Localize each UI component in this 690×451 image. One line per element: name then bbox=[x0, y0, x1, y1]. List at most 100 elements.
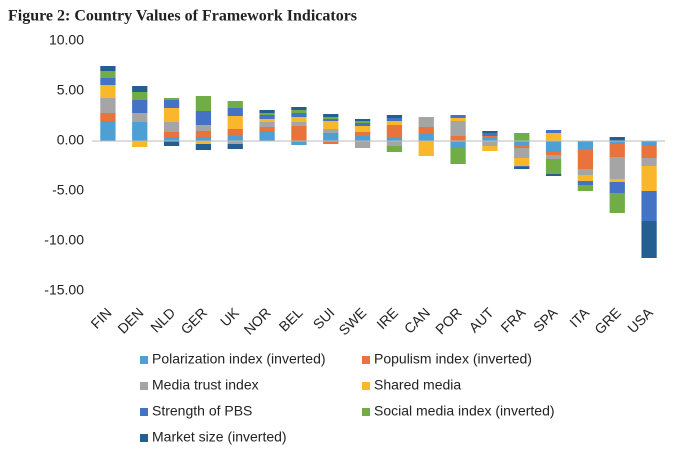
y-tick-label: -10.00 bbox=[44, 232, 84, 248]
legend-label: Populism index (inverted) bbox=[374, 351, 532, 367]
bar-segment bbox=[100, 113, 116, 121]
bar-segment bbox=[450, 141, 466, 148]
bar-segment bbox=[418, 141, 434, 156]
bar-segment bbox=[609, 141, 625, 144]
bar-segment bbox=[577, 185, 594, 191]
x-tick-label: SWE bbox=[335, 304, 369, 338]
bar-segment bbox=[386, 115, 403, 118]
bar-segment bbox=[163, 122, 180, 132]
bar-segment bbox=[100, 121, 116, 141]
bar-segment bbox=[609, 182, 625, 193]
bar-segment bbox=[259, 131, 275, 141]
y-tick-label: 5.00 bbox=[57, 82, 84, 98]
x-tick-label: SUI bbox=[310, 304, 338, 332]
x-tick-label: SPA bbox=[530, 304, 561, 335]
x-tick-label: BEL bbox=[276, 304, 306, 334]
bar-segment bbox=[641, 166, 657, 191]
bar-segment bbox=[354, 119, 371, 121]
bar-segment bbox=[323, 133, 339, 141]
bar-segment bbox=[514, 148, 530, 158]
bar-segment bbox=[418, 127, 434, 134]
bar-segment bbox=[291, 122, 307, 126]
bar-segment bbox=[227, 101, 243, 108]
bar-segment bbox=[482, 146, 498, 151]
bar-segment bbox=[100, 71, 116, 78]
bar-segment bbox=[354, 126, 371, 132]
bar-segment bbox=[259, 113, 275, 115]
bar-segment bbox=[386, 121, 403, 125]
bar-segment bbox=[259, 122, 275, 127]
legend-swatch bbox=[362, 356, 370, 364]
bar-segment bbox=[354, 141, 371, 148]
bar-segment bbox=[386, 141, 403, 146]
legend-label: Polarization index (inverted) bbox=[152, 351, 326, 367]
chart-title: Figure 2: Country Values of Framework In… bbox=[8, 8, 357, 25]
bar-segment bbox=[450, 121, 466, 136]
bar-segment bbox=[545, 141, 562, 152]
x-tick-label: UK bbox=[217, 304, 243, 330]
bar-segment bbox=[609, 193, 625, 213]
bar-segment bbox=[609, 137, 625, 141]
bar-segment bbox=[259, 119, 275, 122]
bar-segment bbox=[323, 121, 339, 129]
legend-swatch bbox=[140, 382, 148, 390]
bar-segment bbox=[641, 221, 657, 258]
bar-segment bbox=[132, 92, 148, 100]
x-tick-label: GRE bbox=[591, 304, 624, 337]
legend-swatch bbox=[140, 356, 148, 364]
bar-segment bbox=[641, 146, 657, 158]
bar-segment bbox=[577, 169, 594, 175]
bar-segment bbox=[259, 115, 275, 119]
y-tick-label: 0.00 bbox=[57, 132, 84, 148]
bar-segment bbox=[386, 138, 403, 141]
legend-swatch bbox=[140, 408, 148, 416]
x-tick-label: DEN bbox=[114, 304, 146, 336]
bar-segment bbox=[545, 130, 562, 133]
bar-segment bbox=[450, 148, 466, 164]
bar-segment bbox=[386, 146, 403, 152]
bar-segment bbox=[514, 166, 530, 167]
bar-segment bbox=[418, 117, 434, 127]
x-tick-label: POR bbox=[432, 304, 465, 337]
bar-segment bbox=[163, 108, 180, 122]
bar-segment bbox=[163, 100, 180, 108]
bar-segment bbox=[195, 125, 212, 131]
bar-segment bbox=[450, 118, 466, 121]
bar-segment bbox=[100, 85, 116, 98]
x-tick-label: NLD bbox=[147, 304, 178, 335]
bar-segment bbox=[609, 179, 625, 182]
bar-segment bbox=[545, 152, 562, 155]
bar-segment bbox=[163, 141, 180, 146]
bar-segment bbox=[450, 136, 466, 141]
x-tick-label: AUT bbox=[466, 304, 497, 335]
bar-segment bbox=[132, 122, 148, 141]
bar-segment bbox=[514, 145, 530, 148]
bar-segment bbox=[514, 141, 530, 145]
bar-segment bbox=[195, 144, 212, 150]
bar-segment bbox=[386, 118, 403, 121]
bar-segment bbox=[641, 158, 657, 166]
bar-segment bbox=[545, 155, 562, 159]
bar-segment bbox=[354, 132, 371, 136]
bar-segment bbox=[482, 138, 498, 141]
x-tick-label: ITA bbox=[566, 304, 592, 330]
y-tick-label: -5.00 bbox=[52, 182, 84, 198]
bar-segment bbox=[609, 157, 625, 179]
bar-segment bbox=[100, 98, 116, 113]
bar-segment bbox=[482, 141, 498, 146]
legend-swatch bbox=[362, 408, 370, 416]
y-tick-label: 10.00 bbox=[49, 32, 84, 48]
bar-segment bbox=[100, 66, 116, 71]
legend-swatch bbox=[140, 434, 148, 442]
bar-segment bbox=[323, 114, 339, 117]
bar-segment bbox=[418, 134, 434, 141]
bar-segment bbox=[354, 121, 371, 123]
bar-segment bbox=[227, 144, 243, 149]
bar-segment bbox=[641, 141, 657, 146]
bar-segment bbox=[259, 110, 275, 113]
bar-segment bbox=[195, 138, 212, 141]
legend-label: Shared media bbox=[374, 377, 461, 393]
bar-segment bbox=[545, 133, 562, 141]
